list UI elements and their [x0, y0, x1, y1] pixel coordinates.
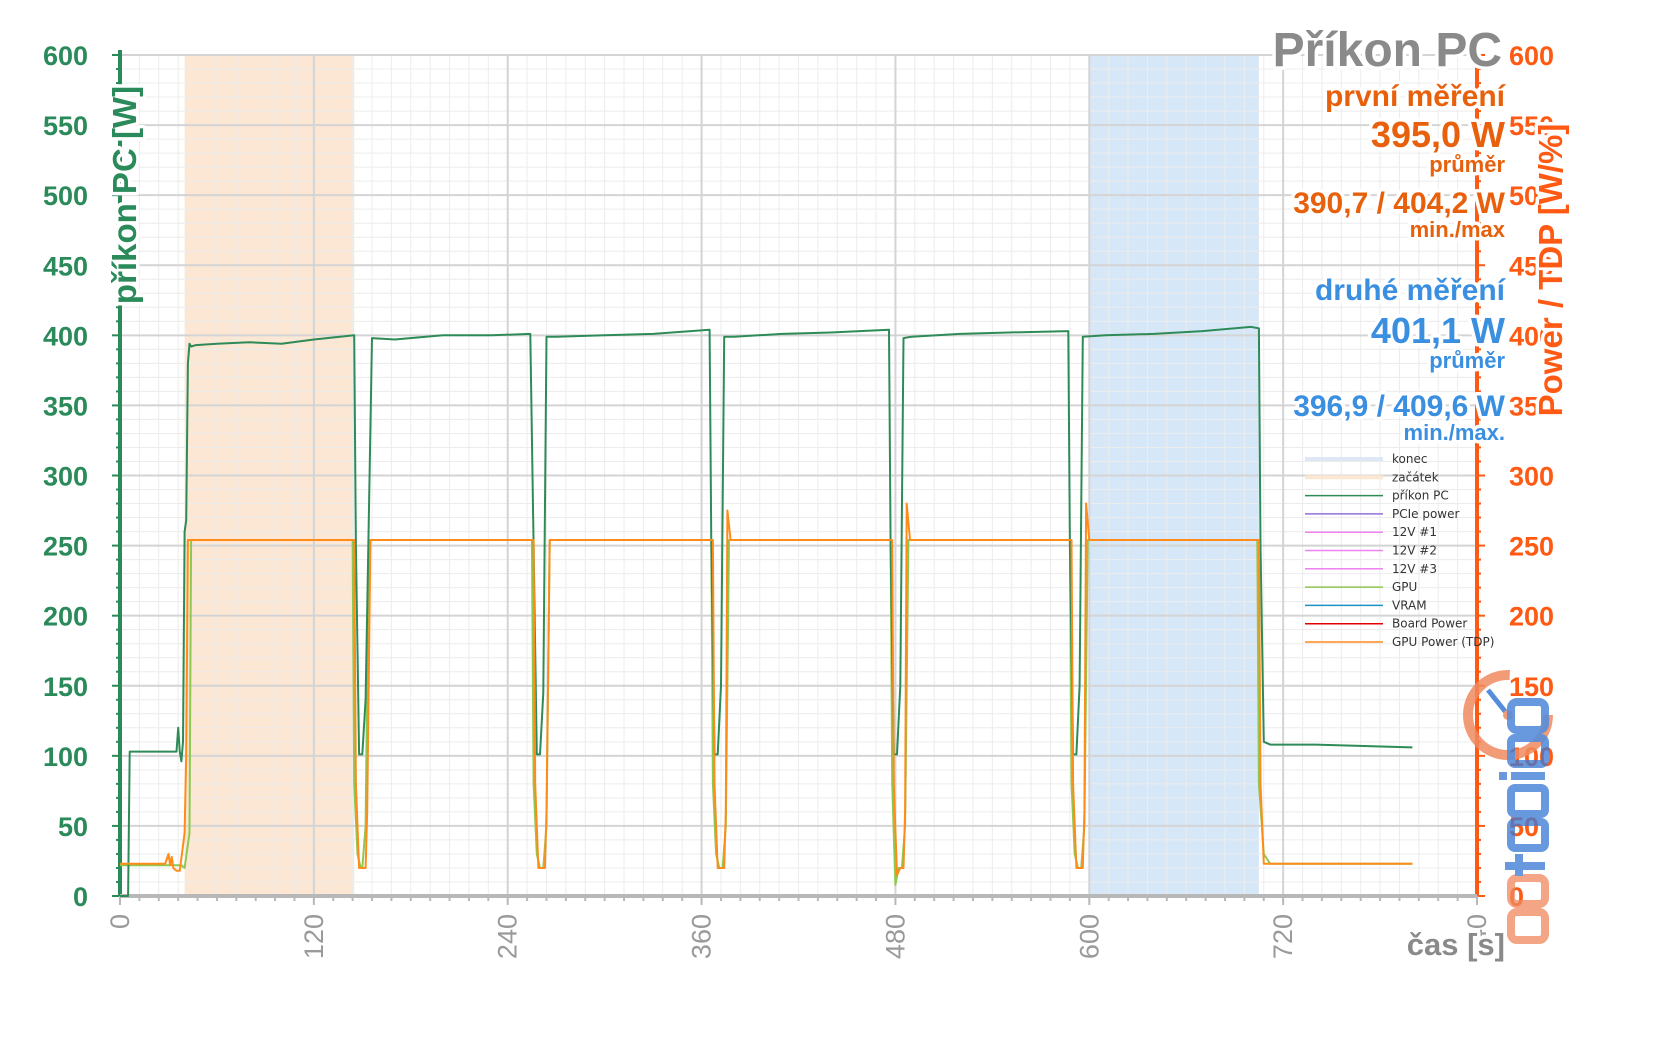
legend-label: VRAM: [1392, 598, 1427, 612]
pctuning-logo: [1463, 670, 1553, 944]
second-measurement-minmax: 396,9 / 409,6 W: [1293, 390, 1505, 423]
legend-label: PCIe power: [1392, 507, 1460, 521]
legend-label: 12V #2: [1392, 544, 1437, 558]
x-tick-label: 600: [1074, 914, 1104, 959]
x-tick-label: 240: [493, 914, 523, 959]
series-lines: [120, 325, 1413, 897]
first-measurement-minmax: 390,7 / 404,2 W: [1293, 187, 1505, 220]
chart-title: Příkon PC: [1273, 24, 1502, 77]
y-tick-label-right: 200: [1509, 602, 1554, 632]
legend-label: příkon PC: [1392, 489, 1449, 503]
y-tick-label-left: 300: [43, 462, 88, 492]
y-tick-label-left: 350: [43, 391, 88, 421]
y-tick-label-left: 200: [43, 602, 88, 632]
y-tick-label-left: 150: [43, 672, 88, 702]
y-tick-label-left: 600: [43, 41, 88, 71]
y-tick-label-right: 600: [1509, 41, 1554, 71]
y-tick-label-left: 450: [43, 251, 88, 281]
series-line-p-kon-pc: [120, 325, 1413, 897]
legend-label: konec: [1392, 452, 1427, 466]
y-tick-label-right: 450: [1509, 251, 1554, 281]
y-axis-title-right: Power / TDP [W/%]: [1532, 124, 1569, 417]
legend-label: GPU Power (TDP): [1392, 635, 1494, 649]
y-tick-label-left: 0: [73, 882, 88, 912]
grid: [119, 54, 1478, 897]
y-tick-label-left: 550: [43, 111, 88, 141]
logo-needle: [1486, 688, 1510, 717]
x-tick-label: 120: [299, 914, 329, 959]
series-line-gpu-power-tdp-: [120, 502, 1413, 876]
axes: [112, 50, 1485, 905]
x-tick-label: 480: [880, 914, 910, 959]
legend-label: 12V #1: [1392, 525, 1437, 539]
y-tick-label-right: 150: [1509, 672, 1554, 702]
y-tick-label-right: 500: [1509, 181, 1554, 211]
x-tick-label: 720: [1268, 914, 1298, 959]
y-tick-label-left: 400: [43, 321, 88, 351]
x-tick-label: 0: [105, 914, 135, 929]
y-tick-label-left: 50: [58, 812, 88, 842]
y-tick-label-left: 250: [43, 532, 88, 562]
second-measurement-avg-label: průměr: [1429, 348, 1505, 373]
y-tick-label-right: 550: [1509, 111, 1554, 141]
first-measurement-avg-label: průměr: [1429, 152, 1505, 177]
y-tick-label-left: 500: [43, 181, 88, 211]
y-tick-label-left: 100: [43, 742, 88, 772]
legend-label: začátek: [1392, 470, 1439, 484]
y-tick-label-right: 300: [1509, 462, 1554, 492]
legend: konec začátek příkon PC PCIe power 12V #1 12V…: [1305, 452, 1494, 649]
y-tick-label-right: 250: [1509, 532, 1554, 562]
x-tick-label: 360: [687, 914, 717, 959]
y-tick-label-right: 400: [1509, 321, 1554, 351]
second-measurement-avg: 401,1 W: [1371, 310, 1505, 351]
legend-label: Board Power: [1392, 617, 1467, 631]
legend-label: 12V #3: [1392, 562, 1437, 576]
y-tick-label-right: 350: [1509, 391, 1554, 421]
second-measurement-label: druhé měření: [1315, 274, 1507, 307]
x-tick-label: 840: [1462, 914, 1492, 959]
legend-label: GPU: [1392, 580, 1417, 594]
first-measurement-minmax-label: min./max: [1410, 217, 1506, 242]
x-axis-title: čas [s]: [1407, 927, 1505, 962]
second-measurement-minmax-label: min./max.: [1404, 420, 1505, 445]
first-measurement-label: první měření: [1325, 80, 1507, 113]
logo-wordmark: [1499, 698, 1549, 944]
y-axis-title-left: příkon PC [W]: [106, 86, 143, 304]
first-measurement-avg: 395,0 W: [1371, 114, 1505, 155]
